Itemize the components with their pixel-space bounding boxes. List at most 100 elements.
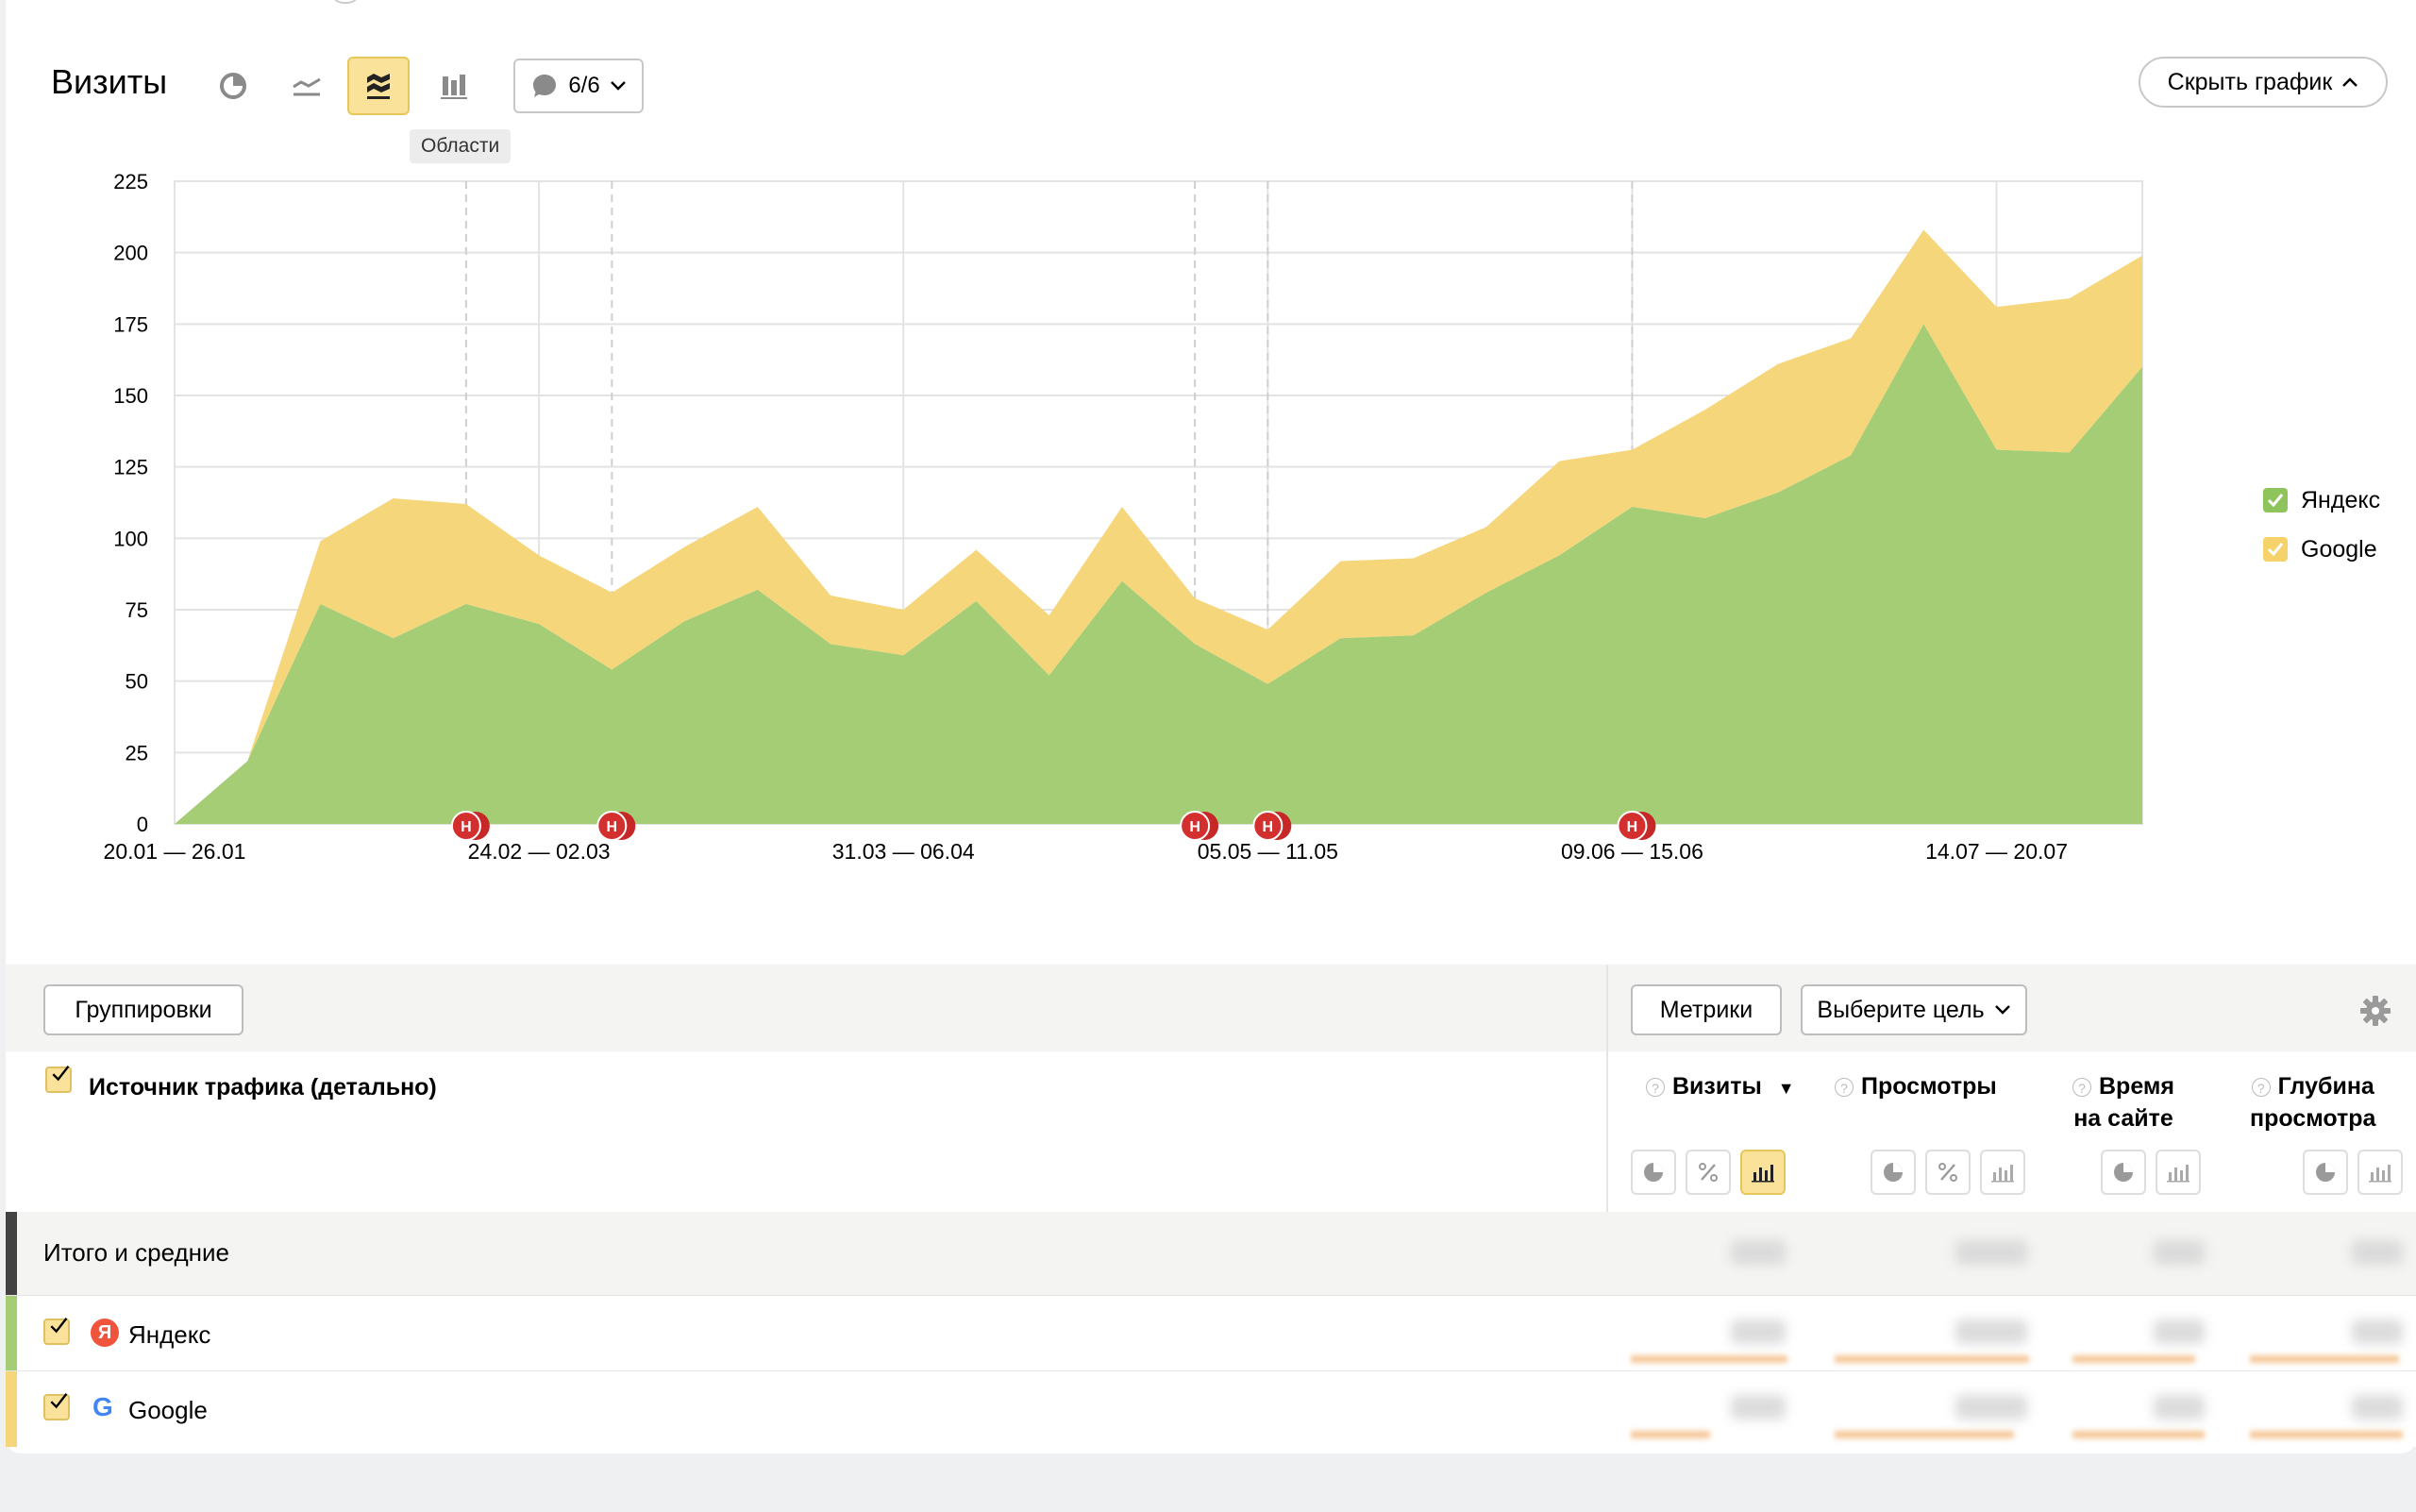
share-bar [1835, 1431, 2014, 1438]
area-chart: 0 25 50 75 100 125 150 175 200 225 20.01 — 26.01 24… [104, 170, 2143, 864]
annotation-marker-label: Н [1263, 819, 1274, 835]
table-toolbar [6, 965, 2416, 1051]
help-icon[interactable]: ? [1835, 1078, 1854, 1098]
annotation-marker-label: Н [1189, 819, 1200, 835]
annotation-marker [596, 811, 628, 841]
y-tick-label: 175 [113, 312, 148, 336]
table-row-yandex[interactable]: Я Яндекс [6, 1295, 2416, 1371]
obscured-value [2154, 1395, 2205, 1420]
metrics-button[interactable]: Метрики [1631, 984, 1782, 1035]
annotation-marker-label: Н [461, 819, 472, 835]
share-bar [2250, 1355, 2399, 1363]
annotation-marker [1617, 811, 1648, 841]
obscured-value [2352, 1240, 2403, 1265]
area-chart-toggle[interactable] [347, 57, 410, 115]
obscured-value [1955, 1240, 2027, 1265]
annotation-marker [1252, 811, 1284, 841]
table-row-google[interactable]: G Google [6, 1370, 2416, 1447]
comments-count: 6/6 [568, 73, 600, 98]
legend-item-yandex[interactable]: Яндекс [2263, 476, 2380, 525]
goal-select[interactable]: Выберите цель [1801, 984, 2027, 1035]
annotation-marker-label: Н [1627, 819, 1638, 835]
line-chart-toggle[interactable] [276, 57, 338, 115]
share-bar [2250, 1431, 2403, 1438]
y-tick-label: 125 [113, 456, 148, 479]
chart-legend: Яндекс Google [2263, 476, 2380, 574]
legend-item-google[interactable]: Google [2263, 525, 2380, 574]
x-tick-label: 09.06 — 15.06 [1561, 839, 1703, 864]
annotation-marker-label: Н [607, 819, 618, 835]
row-label-google: Google [128, 1396, 208, 1424]
metrics-label: Метрики [1659, 996, 1753, 1023]
column-views[interactable]: ? Просмотры [1835, 1070, 1997, 1102]
share-bar [2072, 1355, 2195, 1363]
column-time[interactable]: ? Время на сайте [2072, 1070, 2174, 1134]
bar-chart-icon[interactable] [1980, 1150, 2025, 1195]
column-depth[interactable]: ? Глубина просмотра [2250, 1070, 2375, 1134]
stacked-bar-icon [441, 75, 467, 99]
goal-label: Выберите цель [1817, 996, 1985, 1023]
column-depth-label-1: Глубина [2277, 1073, 2374, 1100]
column-visits-label: Визиты [1672, 1073, 1762, 1100]
dimension-header[interactable]: Источник трафика (детально) [45, 1066, 437, 1108]
obscured-value [1955, 1319, 2027, 1344]
chevron-up-icon [2342, 77, 2358, 87]
x-tick-label: 20.01 — 26.01 [104, 839, 246, 864]
sort-desc-icon[interactable]: ▼ [1777, 1079, 1795, 1098]
column-visits[interactable]: ? Визиты ▼ [1646, 1070, 1795, 1104]
bar-chart-icon[interactable] [1740, 1150, 1786, 1195]
percent-icon[interactable] [1925, 1150, 1971, 1195]
help-icon[interactable]: ? [1646, 1078, 1665, 1098]
checkbox-checked-icon[interactable] [2263, 488, 2288, 512]
row-color-bar [6, 1371, 17, 1447]
y-tick-label: 150 [113, 384, 148, 408]
hide-chart-button[interactable]: Скрыть график [2139, 57, 2388, 108]
chart-title: Визиты [51, 62, 168, 101]
x-tick-label: 24.02 — 02.03 [468, 839, 611, 864]
obscured-value [1731, 1240, 1786, 1265]
column-time-label-2: на сайте [2073, 1105, 2173, 1132]
percent-icon[interactable] [1686, 1150, 1731, 1195]
groupings-label: Группировки [75, 996, 212, 1023]
pie-chart-icon[interactable] [2303, 1150, 2348, 1195]
bar-chart-icon[interactable] [2156, 1150, 2201, 1195]
chevron-down-icon [610, 81, 626, 91]
google-logo-icon: G [92, 1392, 113, 1421]
checkbox-checked-icon[interactable] [45, 1066, 72, 1093]
groupings-button[interactable]: Группировки [43, 984, 243, 1035]
row-color-bar [6, 1296, 17, 1371]
annotation-marker [450, 811, 481, 841]
table-row-total[interactable]: Итого и средние [6, 1212, 2416, 1295]
share-bar [1835, 1355, 2029, 1363]
obscured-value [2352, 1319, 2403, 1344]
obscured-value [1731, 1395, 1786, 1420]
stacked-bar-toggle[interactable] [423, 57, 485, 115]
help-icon[interactable]: ? [2072, 1078, 2091, 1098]
checkbox-checked-icon[interactable] [43, 1318, 70, 1345]
checkbox-checked-icon[interactable] [43, 1393, 70, 1420]
comments-dropdown[interactable]: 6/6 [513, 59, 644, 113]
chevron-down-icon [1994, 1005, 2010, 1015]
row-label-total: Итого и средние [43, 1238, 229, 1267]
x-tick-label: 31.03 — 06.04 [832, 839, 975, 864]
help-icon[interactable]: ? [2251, 1078, 2271, 1098]
checkbox-checked-icon[interactable] [2263, 537, 2288, 562]
pie-chart-icon [220, 73, 246, 99]
obscured-value [1955, 1395, 2027, 1420]
area-series-yandex [175, 324, 2142, 824]
pie-chart-icon[interactable] [1871, 1150, 1916, 1195]
legend-label: Google [2301, 535, 2377, 563]
pie-chart-icon[interactable] [2101, 1150, 2146, 1195]
settings-gear-icon[interactable] [2359, 995, 2391, 1032]
comment-icon [533, 75, 557, 97]
hide-chart-label: Скрыть график [2167, 68, 2333, 95]
pie-chart-icon[interactable] [1631, 1150, 1676, 1195]
y-tick-label: 225 [113, 170, 148, 193]
pie-chart-toggle[interactable] [202, 57, 264, 115]
bar-chart-icon[interactable] [2357, 1150, 2403, 1195]
tooltip-areas: Области [410, 129, 512, 163]
column-views-label: Просмотры [1861, 1073, 1997, 1100]
obscured-value [2154, 1240, 2205, 1265]
x-tick-label: 14.07 — 20.07 [1925, 839, 2068, 864]
y-tick-label: 200 [113, 242, 148, 265]
